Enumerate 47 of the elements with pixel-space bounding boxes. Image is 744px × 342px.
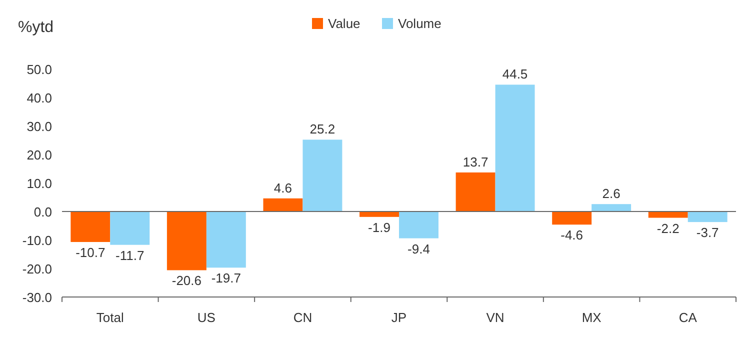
bar (110, 212, 150, 245)
legend-label: Value (328, 16, 360, 31)
data-label: -3.7 (696, 225, 719, 240)
bar (648, 212, 688, 218)
bar (166, 212, 206, 270)
data-label: -9.4 (408, 241, 430, 256)
bar (263, 198, 303, 212)
y-tick-label: 50.0 (26, 62, 52, 77)
bar (456, 172, 496, 212)
data-label: -10.7 (76, 244, 106, 260)
bar (592, 204, 632, 212)
x-tick-label: CA (678, 310, 698, 325)
x-tick-label: CN (293, 310, 312, 325)
bar (360, 212, 399, 217)
y-tick-label: -20.0 (22, 262, 52, 276)
y-tick-label: 40.0 (26, 90, 52, 106)
data-label: -11.7 (116, 248, 144, 263)
x-tick-label: VN (486, 310, 504, 325)
y-axis-title: %ytd (18, 19, 54, 36)
data-label: 13.7 (462, 154, 488, 170)
bar (552, 212, 592, 225)
y-tick-label: -30.0 (22, 290, 52, 305)
x-tick-label: Total (96, 310, 124, 325)
y-tick-label: 20.0 (26, 148, 52, 162)
data-label: 25.2 (310, 122, 336, 137)
data-label: -20.6 (172, 273, 202, 288)
y-tick-label: -10.0 (22, 233, 52, 248)
data-label: -2.2 (656, 220, 680, 236)
bar (206, 212, 246, 268)
bar (495, 84, 535, 212)
y-tick-label: 0.0 (34, 204, 52, 220)
data-label: -19.7 (211, 270, 241, 286)
x-tick-label: JP (391, 310, 407, 325)
data-label: 2.6 (602, 186, 620, 202)
bar (688, 212, 728, 222)
data-label: 4.6 (274, 180, 292, 196)
bar (302, 140, 342, 212)
bar (70, 212, 110, 242)
x-tick-label: MX (582, 310, 602, 325)
legend-label: Volume (398, 16, 442, 31)
data-label: 44.5 (502, 66, 528, 82)
y-tick-label: 10.0 (26, 176, 52, 191)
x-tick-label: US (197, 310, 216, 325)
data-label: -1.9 (368, 220, 390, 235)
bar (399, 212, 438, 238)
y-tick-label: 30.0 (26, 119, 52, 134)
data-label: -4.6 (560, 228, 584, 243)
